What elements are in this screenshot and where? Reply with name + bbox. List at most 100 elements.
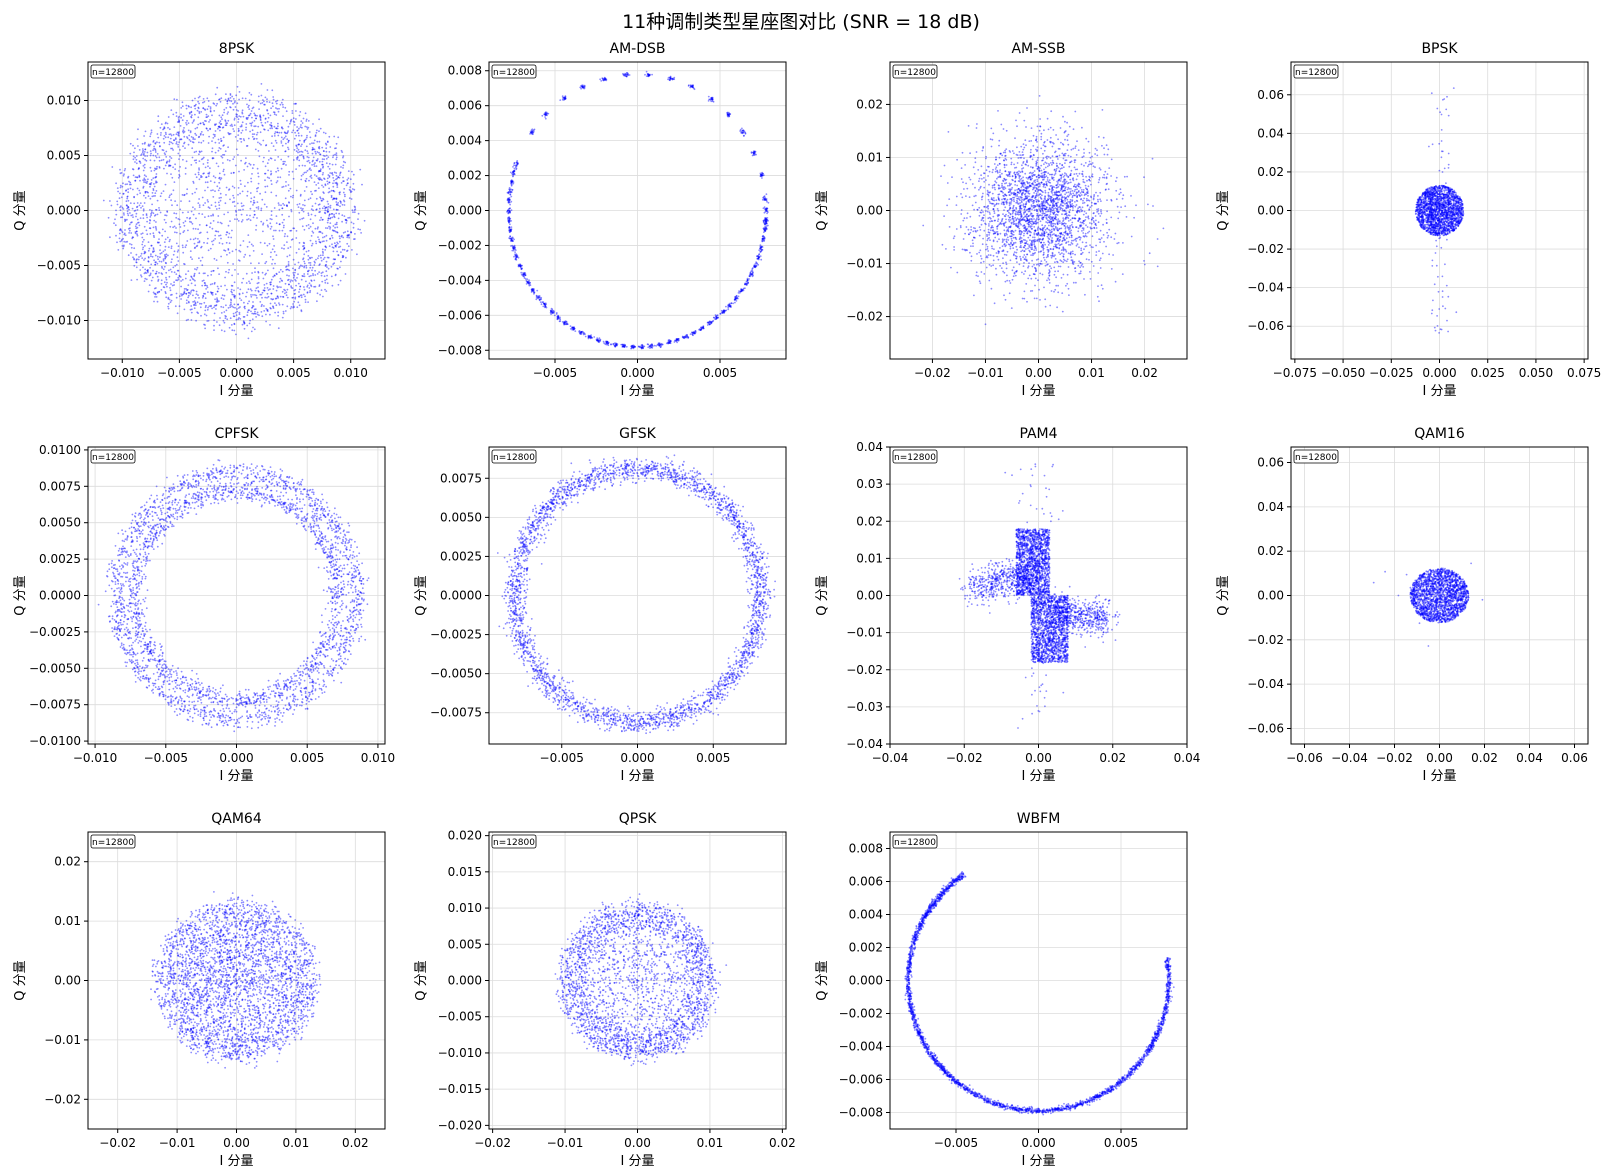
scatter-point xyxy=(1055,134,1057,136)
scatter-point xyxy=(751,154,754,157)
scatter-point xyxy=(153,287,156,290)
scatter-point xyxy=(233,130,236,133)
scatter-point xyxy=(145,175,148,178)
scatter-point xyxy=(987,250,990,252)
scatter-point xyxy=(201,264,204,267)
scatter-point xyxy=(164,131,167,134)
scatter-point xyxy=(218,114,221,117)
scatter-point xyxy=(1008,292,1011,295)
scatter-point xyxy=(142,169,145,172)
scatter-point xyxy=(321,219,324,221)
scatter-point xyxy=(143,225,146,228)
scatter-point xyxy=(237,118,240,121)
scatter-point xyxy=(261,296,263,299)
scatter-point xyxy=(318,240,321,243)
scatter-point xyxy=(764,229,766,232)
scatter-point xyxy=(346,242,349,245)
scatter-point xyxy=(327,156,330,159)
scatter-point xyxy=(311,164,313,166)
scatter-point xyxy=(174,163,177,166)
scatter-point xyxy=(127,176,129,179)
scatter-point xyxy=(287,263,290,265)
scatter-point xyxy=(194,284,197,287)
scatter-point xyxy=(327,208,329,211)
scatter-point xyxy=(229,317,232,320)
scatter-point xyxy=(206,97,209,100)
scatter-point xyxy=(149,209,151,211)
scatter-point xyxy=(149,185,151,188)
scatter-point xyxy=(226,102,229,105)
scatter-point xyxy=(231,305,233,307)
scatter-point xyxy=(269,114,272,117)
scatter-point xyxy=(744,287,746,290)
scatter-point xyxy=(306,285,309,288)
scatter-point xyxy=(259,293,262,296)
scatter-point xyxy=(137,145,139,147)
scatter-point xyxy=(223,249,226,252)
scatter-point xyxy=(141,232,144,235)
scatter-point xyxy=(535,298,538,301)
scatter-point xyxy=(208,305,211,307)
scatter-point xyxy=(346,236,349,239)
scatter-point xyxy=(183,130,186,133)
scatter-point xyxy=(303,253,306,256)
scatter-point xyxy=(294,268,297,271)
scatter-point xyxy=(225,304,227,307)
scatter-point xyxy=(140,233,143,235)
scatter-point xyxy=(254,125,257,128)
scatter-point xyxy=(509,203,511,206)
scatter-point xyxy=(294,278,296,281)
scatter-point xyxy=(755,153,757,156)
scatter-point xyxy=(295,134,298,137)
scatter-point xyxy=(294,296,297,299)
scatter-point xyxy=(146,216,149,219)
scatter-point xyxy=(298,248,300,251)
scatter-point xyxy=(277,176,279,179)
scatter-point xyxy=(754,262,757,265)
scatter-point xyxy=(130,232,133,234)
scatter-point xyxy=(363,219,366,222)
scatter-point xyxy=(269,127,272,130)
scatter-point xyxy=(137,168,140,171)
scatter-point xyxy=(162,268,165,271)
scatter-point xyxy=(207,274,209,277)
scatter-point xyxy=(234,205,236,208)
scatter-point xyxy=(237,287,239,289)
scatter-point xyxy=(226,261,229,264)
scatter-point xyxy=(143,259,145,261)
scatter-point xyxy=(202,272,205,275)
scatter-point xyxy=(253,213,256,216)
scatter-point xyxy=(305,136,308,139)
scatter-point xyxy=(325,147,328,150)
scatter-point xyxy=(256,114,258,117)
scatter-point xyxy=(126,195,129,198)
scatter-point xyxy=(314,202,317,205)
scatter-point xyxy=(319,196,321,199)
scatter-point xyxy=(303,273,306,275)
scatter-point xyxy=(287,184,290,186)
scatter-point xyxy=(125,241,127,243)
scatter-point xyxy=(509,207,511,210)
scatter-point xyxy=(1063,235,1066,237)
scatter-point xyxy=(123,173,125,176)
scatter-point xyxy=(292,227,295,230)
scatter-point xyxy=(229,106,231,108)
scatter-point xyxy=(143,181,145,183)
scatter-point xyxy=(966,217,968,219)
scatter-point xyxy=(254,267,256,270)
scatter-point xyxy=(266,109,269,112)
scatter-point xyxy=(241,190,244,193)
scatter-point xyxy=(265,144,267,147)
scatter-point xyxy=(190,110,193,113)
scatter-point xyxy=(238,292,241,295)
scatter-point xyxy=(194,191,196,194)
scatter-point xyxy=(198,150,201,153)
scatter-point xyxy=(289,280,292,283)
scatter-point xyxy=(710,96,713,99)
scatter-point xyxy=(236,218,239,221)
scatter-point xyxy=(270,292,273,295)
scatter-point xyxy=(309,289,312,292)
scatter-point xyxy=(302,155,305,158)
scatter-point xyxy=(185,244,188,247)
scatter-point xyxy=(985,179,987,182)
